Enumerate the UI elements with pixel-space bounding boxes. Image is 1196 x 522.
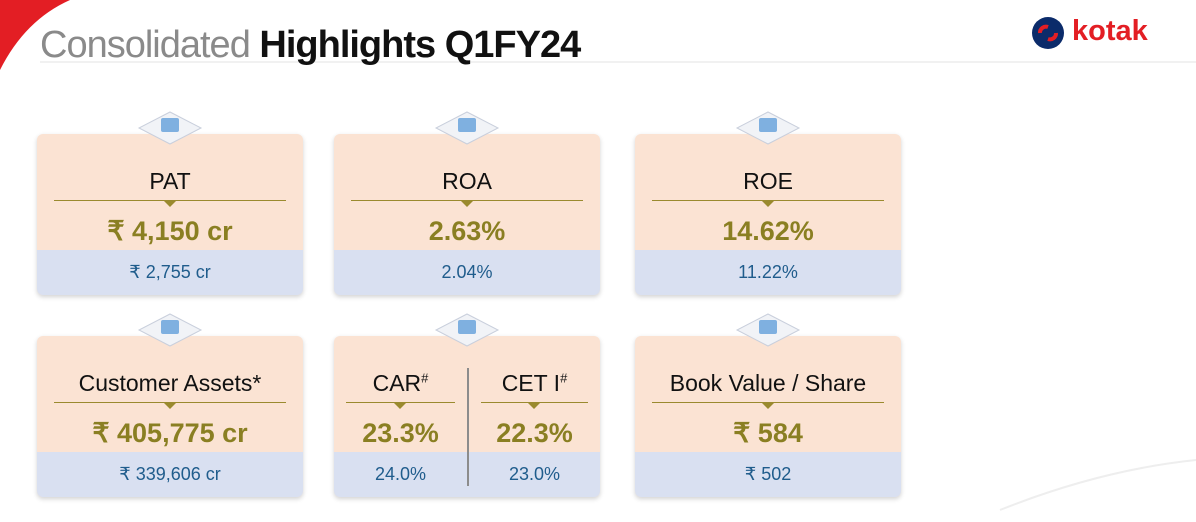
card-rule bbox=[54, 402, 286, 403]
card-rule bbox=[351, 200, 583, 201]
highlight-card: CAR# 23.3% 24.0% CET I# 22.3% 23.0% bbox=[334, 336, 600, 497]
card-pointer bbox=[394, 403, 406, 409]
previous-band bbox=[635, 452, 901, 497]
corner-shape bbox=[0, 0, 70, 70]
logo-mark bbox=[1032, 17, 1064, 49]
previous-band bbox=[635, 250, 901, 295]
card-rule bbox=[481, 402, 588, 403]
highlight-card: PAT ₹ 4,150 cr ₹ 2,755 cr bbox=[37, 134, 303, 295]
card-icon bbox=[434, 111, 500, 145]
card-icon bbox=[137, 313, 203, 347]
card-part: CET I# 22.3% 23.0% bbox=[469, 336, 600, 497]
card-value: ₹ 4,150 cr bbox=[107, 216, 233, 246]
card-label: Book Value / Share bbox=[669, 370, 867, 396]
card-label: CET I# bbox=[469, 370, 600, 397]
previous-band bbox=[37, 452, 303, 497]
label-text: CET I bbox=[501, 370, 561, 396]
label-sup: # bbox=[421, 370, 429, 386]
card-label: CAR# bbox=[334, 370, 467, 397]
decor-curve bbox=[999, 459, 1196, 511]
card-part: CAR# 23.3% 24.0% bbox=[334, 336, 467, 497]
card-pointer bbox=[164, 201, 176, 207]
previous-band bbox=[334, 250, 600, 295]
card-value: ₹ 584 bbox=[733, 418, 803, 448]
card-pointer bbox=[762, 201, 774, 207]
card-pointer bbox=[461, 201, 473, 207]
divider bbox=[467, 368, 469, 486]
card-previous: ₹ 502 bbox=[744, 464, 792, 484]
card-previous: 2.04% bbox=[441, 262, 493, 282]
logo-text: kotak bbox=[1072, 15, 1148, 47]
card-pointer bbox=[164, 403, 176, 409]
card-value: 2.63% bbox=[428, 216, 506, 246]
title-bold: Highlights Q1FY24 bbox=[259, 24, 581, 66]
card-previous: 24.0% bbox=[374, 464, 427, 484]
card-label: ROA bbox=[442, 168, 492, 194]
label-sup: # bbox=[560, 370, 568, 386]
card-rule bbox=[652, 402, 884, 403]
card-label: Customer Assets* bbox=[78, 370, 262, 396]
highlight-card: ROE 14.62% 11.22% bbox=[635, 134, 901, 295]
label-text: CAR bbox=[372, 370, 422, 396]
logo-swirl bbox=[1038, 24, 1058, 42]
title: Consolidated Highlights Q1FY24 bbox=[40, 24, 581, 67]
card-value: 14.62% bbox=[722, 216, 814, 246]
previous-band bbox=[37, 250, 303, 295]
card-previous: 11.22% bbox=[738, 262, 798, 282]
card-rule bbox=[652, 200, 884, 201]
highlight-card: Book Value / Share ₹ 584 ₹ 502 bbox=[635, 336, 901, 497]
card-pointer bbox=[528, 403, 540, 409]
card-value: 22.3% bbox=[496, 418, 573, 448]
card-previous: 23.0% bbox=[508, 464, 561, 484]
card-icon bbox=[434, 313, 500, 347]
highlight-card: ROA 2.63% 2.04% bbox=[334, 134, 600, 295]
card-rule bbox=[54, 200, 286, 201]
highlight-card: Customer Assets* ₹ 405,775 cr ₹ 339,606 cr bbox=[37, 336, 303, 497]
card-rule bbox=[346, 402, 455, 403]
card-label: PAT bbox=[149, 168, 191, 194]
card-value: 23.3% bbox=[362, 418, 439, 448]
card-previous: ₹ 2,755 cr bbox=[129, 262, 211, 282]
card-icon bbox=[137, 111, 203, 145]
card-value: ₹ 405,775 cr bbox=[92, 418, 248, 448]
card-icon bbox=[735, 111, 801, 145]
card-icon bbox=[735, 313, 801, 347]
card-label: ROE bbox=[743, 168, 793, 194]
card-pointer bbox=[762, 403, 774, 409]
card-previous: ₹ 339,606 cr bbox=[119, 464, 221, 484]
title-light: Consolidated bbox=[40, 24, 251, 66]
